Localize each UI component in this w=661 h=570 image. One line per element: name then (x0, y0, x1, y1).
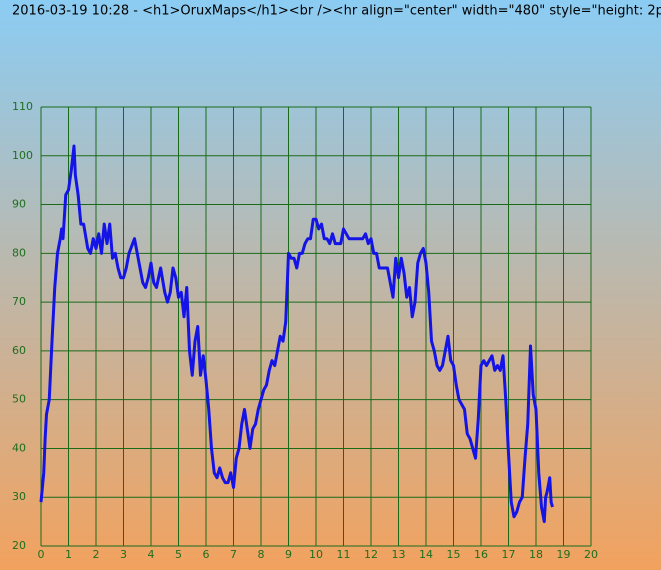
x-tick-label: 4 (148, 548, 155, 561)
x-tick-label: 5 (175, 548, 182, 561)
y-tick-label: 90 (12, 198, 26, 211)
x-tick-label: 1 (65, 548, 72, 561)
x-tick-label: 9 (285, 548, 292, 561)
x-tick-label: 11 (337, 548, 351, 561)
y-tick-label: 60 (12, 344, 26, 357)
x-tick-label: 8 (258, 548, 265, 561)
y-tick-label: 40 (12, 441, 26, 454)
y-tick-label: 50 (12, 393, 26, 406)
x-tick-label: 16 (474, 548, 488, 561)
x-tick-label: 7 (230, 548, 237, 561)
y-tick-label: 20 (12, 539, 26, 552)
x-tick-label: 14 (419, 548, 433, 561)
chart-title: 2016-03-19 10:28 - <h1>OruxMaps</h1><br … (12, 4, 661, 19)
x-tick-label: 18 (529, 548, 543, 561)
y-tick-label: 100 (12, 149, 33, 162)
x-tick-label: 6 (203, 548, 210, 561)
y-tick-label: 70 (12, 295, 26, 308)
x-tick-label: 0 (38, 548, 45, 561)
x-tick-label: 15 (447, 548, 461, 561)
x-tick-label: 19 (557, 548, 571, 561)
y-tick-label: 30 (12, 490, 26, 503)
data-line (39, 144, 554, 524)
x-tick-label: 17 (502, 548, 516, 561)
x-tick-label: 12 (364, 548, 378, 561)
x-tick-label: 2 (93, 548, 100, 561)
x-tick-label: 10 (309, 548, 323, 561)
y-tick-label: 110 (12, 100, 33, 113)
x-tick-label: 13 (392, 548, 406, 561)
x-tick-label: 20 (584, 548, 598, 561)
y-tick-label: 80 (12, 246, 26, 259)
x-tick-label: 3 (120, 548, 127, 561)
